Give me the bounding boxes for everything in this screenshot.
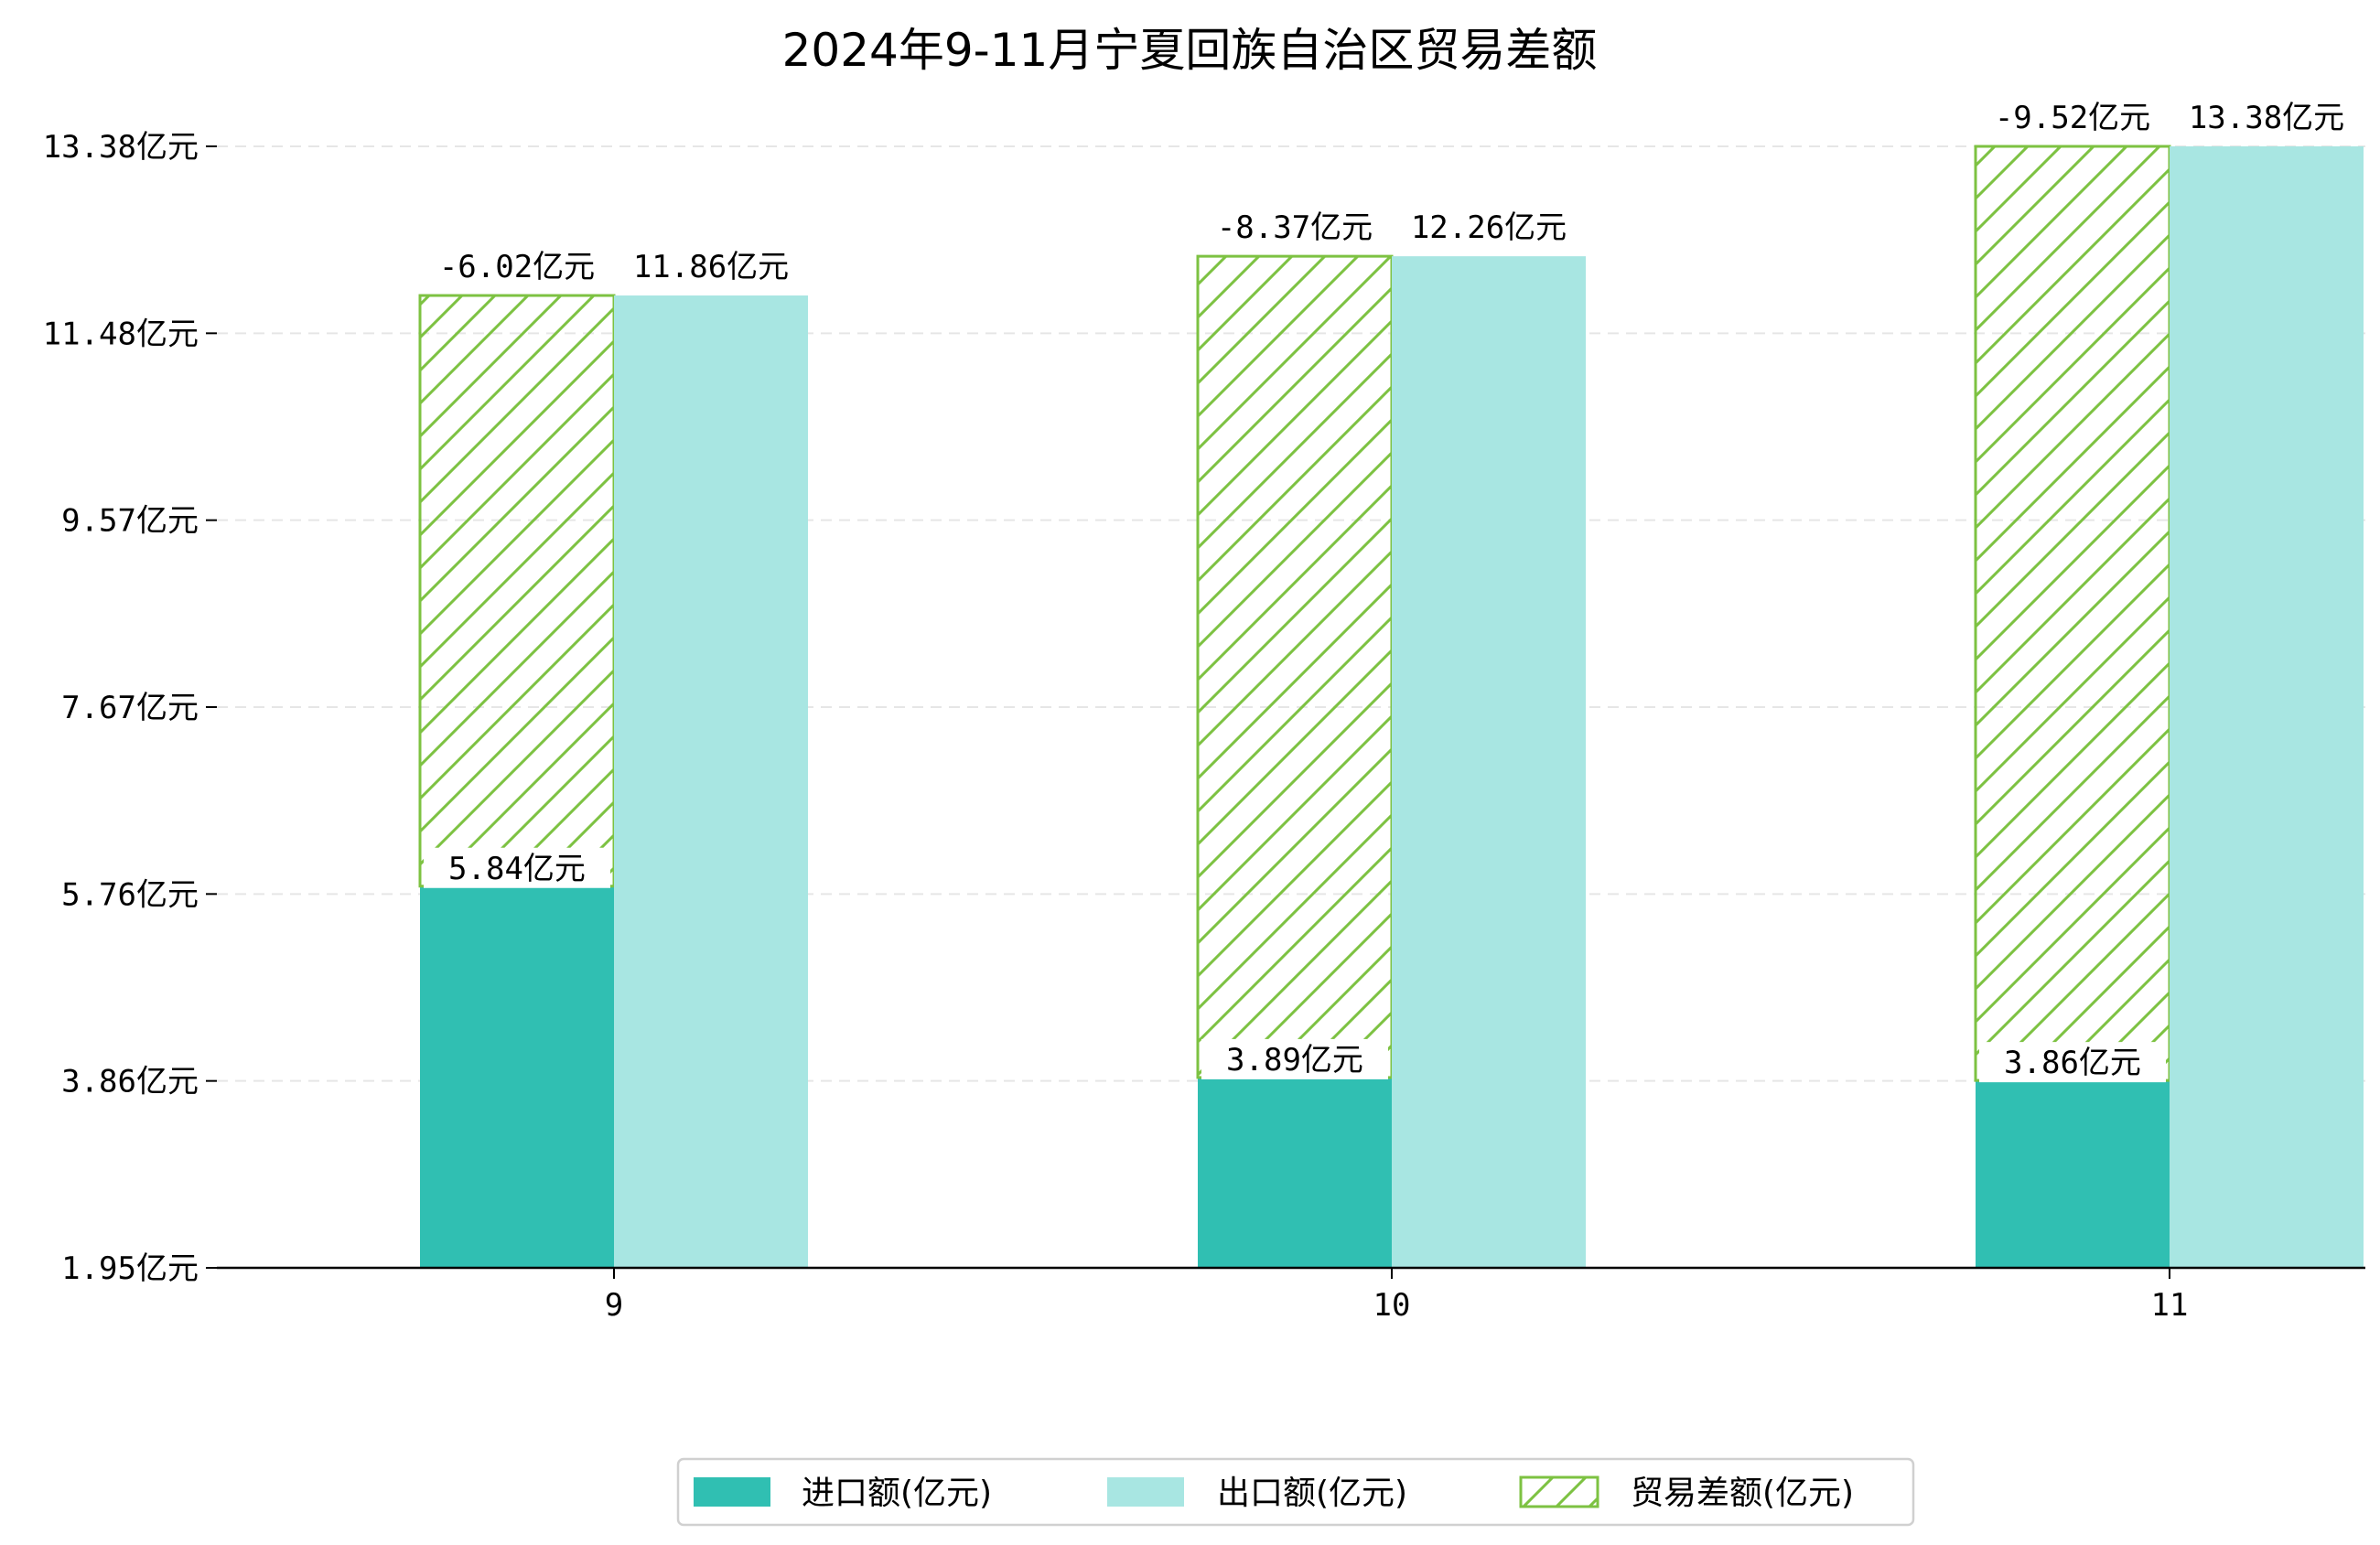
legend-label: 进口额(亿元) [802, 1475, 992, 1512]
balance-value-label: -9.52亿元 [1995, 100, 2150, 136]
import-label-background [424, 847, 610, 888]
y-tick-label: 13.38亿元 [43, 129, 199, 166]
balance-value-label: -6.02亿元 [439, 249, 595, 285]
legend-swatch [1107, 1477, 1184, 1507]
axes: 1.95亿元 3.86亿元 5.76亿元 7.67亿元 9.57亿元 11.48亿元 13.… [43, 129, 2365, 1324]
y-tick-label: 5.76亿元 [61, 876, 199, 913]
import-bar [1198, 1077, 1392, 1268]
y-tick-label: 7.67亿元 [61, 690, 199, 726]
y-tick-label: 1.95亿元 [61, 1250, 199, 1287]
export-value-label: 12.26亿元 [1411, 209, 1567, 246]
export-value-label: 13.38亿元 [2189, 100, 2344, 136]
balance-value-label: -8.37亿元 [1217, 209, 1373, 246]
legend: 进口额(亿元) 出口额(亿元) 贸易差额(亿元) [676, 1457, 1915, 1527]
import-value-label: 3.86亿元 [2004, 1045, 2141, 1081]
bars [418, 145, 2364, 1269]
legend-label: 出口额(亿元) [1217, 1475, 1407, 1512]
legend-swatch [694, 1477, 770, 1507]
import-value-label: 3.89亿元 [1226, 1042, 1363, 1078]
export-bar [2170, 146, 2364, 1268]
legend-label: 贸易差额(亿元) [1631, 1475, 1854, 1512]
balance-label-background [1979, 99, 2166, 139]
balance-label-background [424, 248, 610, 289]
import-label-background [1979, 1042, 2166, 1083]
x-tick-label: 11 [2151, 1287, 2189, 1324]
legend-box [676, 1457, 1915, 1527]
import-label-background [1201, 1038, 1388, 1079]
export-value-label: 11.86亿元 [633, 249, 789, 285]
export-bar [1392, 256, 1586, 1268]
import-bar [420, 885, 614, 1268]
trade-balance-bar [418, 294, 616, 888]
y-tick-label: 9.57亿元 [61, 503, 199, 540]
legend-swatch [1519, 1475, 1599, 1508]
chart-title: 2024年9-11月宁夏回族自治区贸易差额 [782, 24, 1598, 77]
balance-label-background [1201, 209, 1388, 250]
import-value-label: 5.84亿元 [448, 851, 586, 887]
x-tick-label: 10 [1373, 1287, 1411, 1324]
import-bar [1976, 1080, 2170, 1268]
y-tick-label: 3.86亿元 [61, 1064, 199, 1100]
trade-balance-bar [1974, 145, 2171, 1082]
x-tick-label: 9 [605, 1287, 623, 1324]
export-bar [614, 295, 808, 1269]
trade-balance-bar [1196, 254, 1394, 1079]
data-labels: 5.84亿元 -6.02亿元 11.86亿元 3.89亿元 -8.37亿元 12.26亿元… [424, 99, 2344, 1083]
y-tick-label: 11.48亿元 [43, 316, 199, 352]
